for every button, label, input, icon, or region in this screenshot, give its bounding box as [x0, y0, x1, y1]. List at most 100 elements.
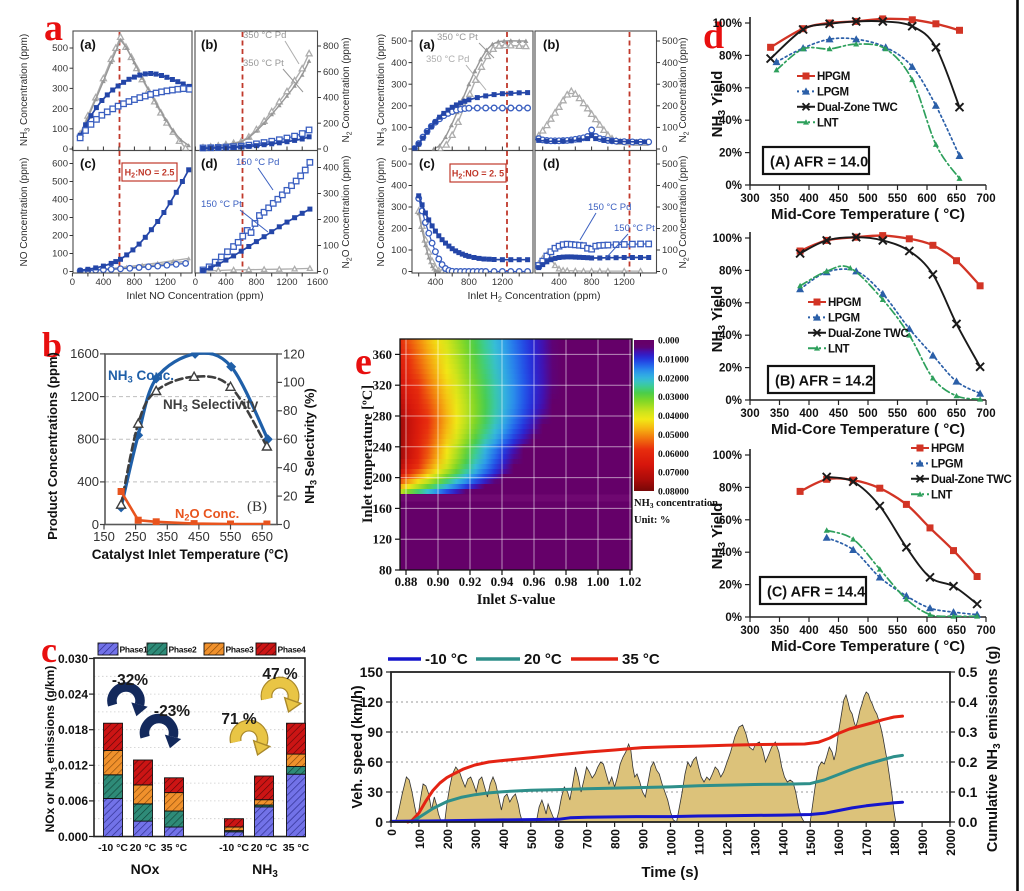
- svg-text:400: 400: [662, 58, 678, 69]
- svg-text:(a): (a): [419, 37, 435, 52]
- svg-text:LNT: LNT: [817, 117, 839, 129]
- svg-text:400: 400: [391, 181, 407, 192]
- svg-text:0%: 0%: [725, 180, 742, 192]
- svg-text:600: 600: [917, 625, 936, 637]
- svg-text:1700: 1700: [860, 829, 874, 856]
- svg-text:200: 200: [323, 215, 339, 226]
- svg-text:240: 240: [373, 439, 393, 454]
- svg-text:0.98: 0.98: [555, 574, 578, 589]
- svg-text:NH3 Yield: NH3 Yield: [709, 286, 728, 353]
- svg-text:400: 400: [218, 277, 234, 288]
- svg-text:700: 700: [976, 193, 995, 205]
- svg-text:100: 100: [413, 829, 427, 849]
- svg-text:800: 800: [249, 277, 265, 288]
- svg-text:H2:NO = 2. 5: H2:NO = 2. 5: [452, 169, 504, 181]
- svg-text:Time (s): Time (s): [641, 864, 698, 881]
- svg-text:300: 300: [469, 829, 483, 849]
- svg-text:100: 100: [662, 245, 678, 256]
- svg-text:0: 0: [385, 829, 399, 836]
- svg-text:400: 400: [799, 193, 818, 205]
- svg-text:650: 650: [947, 193, 966, 205]
- svg-text:0.03000: 0.03000: [658, 393, 689, 403]
- svg-text:0%: 0%: [725, 612, 742, 624]
- svg-text:1600: 1600: [70, 346, 99, 361]
- svg-text:Catalyst Inlet Temperature (°C: Catalyst Inlet Temperature (°C): [92, 547, 288, 562]
- svg-text:500: 500: [525, 829, 539, 849]
- svg-text:47 %: 47 %: [262, 666, 298, 683]
- svg-text:0.030: 0.030: [58, 652, 88, 666]
- svg-text:280: 280: [373, 409, 393, 424]
- svg-text:Cumulative NH3 emissions (g): Cumulative NH3 emissions (g): [985, 646, 1003, 852]
- svg-text:500: 500: [391, 159, 407, 170]
- svg-text:0.3: 0.3: [958, 724, 978, 740]
- svg-text:Inlet temperature [ºC]: Inlet temperature [ºC]: [360, 385, 376, 523]
- svg-text:320: 320: [373, 378, 393, 393]
- svg-text:400: 400: [95, 277, 111, 288]
- svg-text:900: 900: [637, 829, 651, 849]
- svg-text:550: 550: [220, 529, 242, 544]
- svg-text:300: 300: [662, 202, 678, 213]
- svg-text:300: 300: [323, 189, 339, 200]
- svg-text:500: 500: [391, 36, 407, 47]
- svg-text:20%: 20%: [719, 363, 742, 375]
- svg-text:NO Concentration (ppm): NO Concentration (ppm): [376, 158, 387, 267]
- svg-text:300: 300: [52, 213, 68, 224]
- svg-text:150 °C Pd: 150 °C Pd: [588, 202, 631, 213]
- svg-text:0.08000: 0.08000: [658, 488, 689, 498]
- svg-text:c: c: [41, 630, 57, 670]
- svg-text:N2 Concentration (ppm): N2 Concentration (ppm): [678, 37, 691, 142]
- svg-text:350: 350: [770, 625, 789, 637]
- svg-text:(B): (B): [247, 499, 267, 515]
- svg-text:100: 100: [391, 245, 407, 256]
- svg-text:0.4: 0.4: [958, 694, 978, 710]
- svg-text:HPGM: HPGM: [931, 443, 964, 455]
- svg-text:700: 700: [976, 625, 995, 637]
- svg-text:80%: 80%: [719, 50, 742, 62]
- svg-text:60: 60: [283, 432, 297, 447]
- svg-text:600: 600: [917, 193, 936, 205]
- svg-text:350 °C Pd: 350 °C Pd: [426, 54, 469, 65]
- svg-text:250: 250: [125, 529, 147, 544]
- svg-text:NH3 Selectivity: NH3 Selectivity: [163, 397, 259, 415]
- svg-text:2000: 2000: [944, 829, 958, 856]
- svg-text:0.024: 0.024: [58, 687, 88, 701]
- svg-text:40%: 40%: [719, 547, 742, 559]
- svg-text:NH3 Concentration (ppm): NH3 Concentration (ppm): [376, 34, 389, 146]
- svg-text:(A) AFR = 14.0: (A) AFR = 14.0: [770, 155, 868, 171]
- svg-text:200: 200: [52, 231, 68, 242]
- svg-text:HPGM: HPGM: [828, 297, 861, 309]
- svg-text:150: 150: [360, 664, 384, 680]
- svg-text:0.01000: 0.01000: [658, 355, 689, 365]
- svg-text:450: 450: [188, 529, 210, 544]
- svg-text:450: 450: [829, 408, 848, 420]
- svg-text:0: 0: [63, 267, 68, 278]
- svg-text:0.05000: 0.05000: [658, 431, 689, 441]
- svg-text:0.04000: 0.04000: [658, 412, 689, 422]
- svg-text:100: 100: [323, 241, 339, 252]
- svg-text:1200: 1200: [492, 277, 513, 288]
- svg-text:NH3 Selectivity (%): NH3 Selectivity (%): [302, 388, 319, 504]
- svg-text:Mid-Core Temperature ( °C): Mid-Core Temperature ( °C): [771, 206, 965, 223]
- svg-text:NOx: NOx: [131, 861, 160, 877]
- svg-text:500: 500: [662, 36, 678, 47]
- svg-text:300: 300: [662, 79, 678, 90]
- svg-text:350: 350: [156, 529, 178, 544]
- svg-text:0.000: 0.000: [58, 830, 88, 844]
- svg-text:0.88: 0.88: [395, 574, 418, 589]
- svg-text:800: 800: [609, 829, 623, 849]
- svg-text:20%: 20%: [719, 580, 742, 592]
- svg-text:(a): (a): [80, 37, 96, 52]
- svg-text:0: 0: [662, 144, 667, 155]
- svg-text:Inlet S-value: Inlet S-value: [477, 592, 556, 608]
- svg-text:0.06000: 0.06000: [658, 450, 689, 460]
- svg-text:(b): (b): [201, 37, 218, 52]
- svg-text:400: 400: [323, 93, 339, 104]
- svg-text:30: 30: [367, 784, 383, 800]
- svg-text:300: 300: [740, 193, 759, 205]
- svg-text:1100: 1100: [693, 829, 707, 855]
- svg-text:1800: 1800: [888, 829, 902, 856]
- svg-text:400: 400: [323, 163, 339, 174]
- svg-text:0: 0: [323, 144, 328, 155]
- svg-text:400: 400: [428, 277, 444, 288]
- svg-text:Unit: %: Unit: %: [634, 515, 670, 526]
